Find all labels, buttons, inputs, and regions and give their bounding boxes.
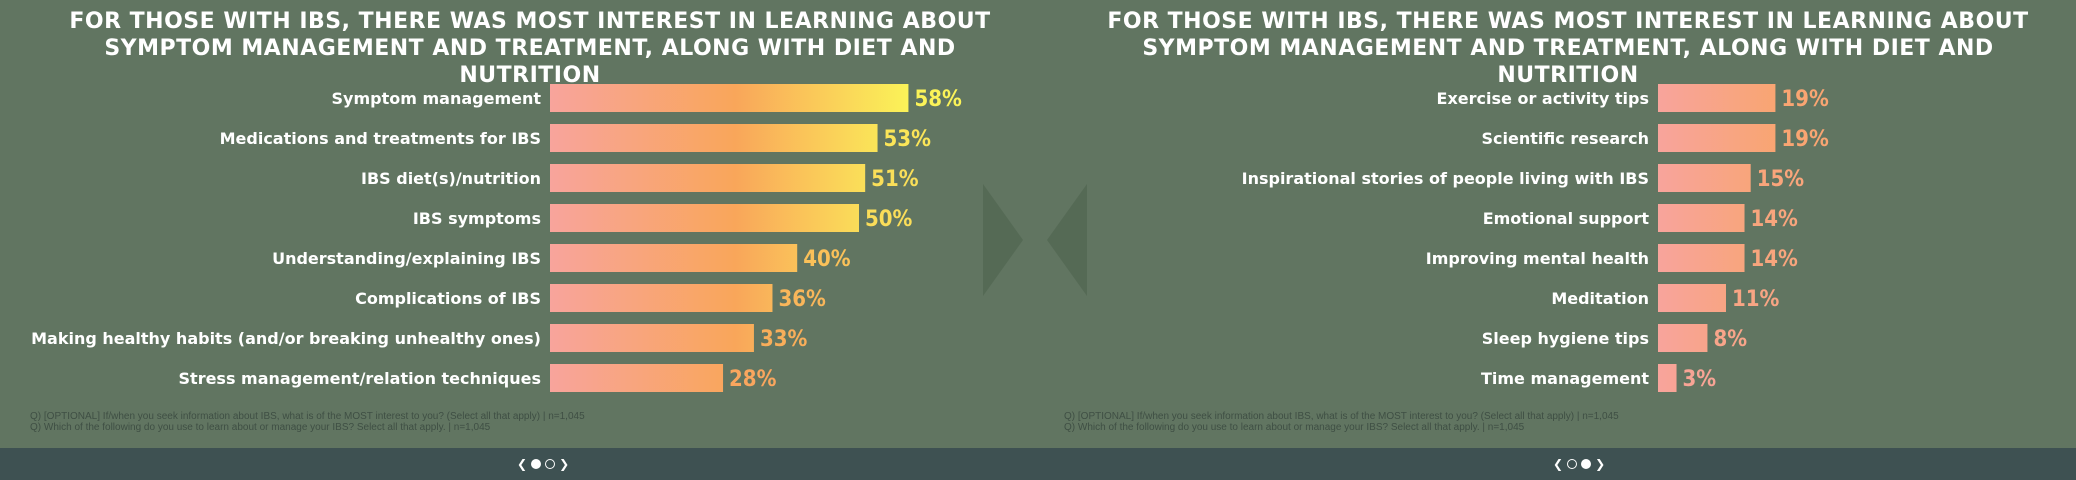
bar	[550, 364, 724, 392]
value-label: 50%	[865, 207, 913, 232]
category-label: Understanding/explaining IBS	[272, 249, 541, 268]
value-label: 58%	[914, 87, 962, 112]
value-label: 28%	[729, 367, 777, 392]
page-dot-2[interactable]	[1581, 459, 1592, 469]
footnote-line-2: Q) Which of the following do you use to …	[1064, 422, 1525, 433]
category-label: Symptom management	[332, 89, 542, 108]
footnote-line-1: Q) [OPTIONAL] If/when you seek informati…	[30, 411, 585, 422]
chevron-right-icon[interactable]: ❯	[559, 457, 570, 471]
value-label: 40%	[803, 247, 851, 272]
footnote-line-1: Q) [OPTIONAL] If/when you seek informati…	[1064, 411, 1619, 422]
chart-panel-left: For those with IBS, there was most inter…	[0, 0, 1038, 448]
category-label: IBS symptoms	[413, 209, 541, 228]
value-label: 36%	[778, 287, 826, 312]
value-label: 11%	[1732, 287, 1780, 312]
page-dot-1[interactable]	[1567, 459, 1578, 469]
footnote-line-2: Q) Which of the following do you use to …	[30, 422, 491, 433]
value-label: 3%	[1683, 367, 1717, 392]
category-label: Scientific research	[1482, 129, 1649, 148]
chart-panel-right: For those with IBS, there was most inter…	[1038, 0, 2076, 448]
bar	[550, 284, 773, 312]
value-label: 15%	[1757, 167, 1805, 192]
chart-footnote: Q) [OPTIONAL] If/when you seek informati…	[1064, 411, 1619, 433]
value-label: 19%	[1781, 87, 1829, 112]
value-label: 53%	[884, 127, 932, 152]
bottom-navigation-bar: ❮ ❯ ❮ ❯	[0, 448, 2076, 480]
bar	[1658, 284, 1726, 312]
bar	[1658, 164, 1751, 192]
panel-divider-arrows-icon	[983, 184, 1087, 296]
value-label: 14%	[1751, 207, 1799, 232]
category-label: Meditation	[1551, 289, 1649, 308]
category-label: Improving mental health	[1426, 249, 1649, 268]
bar	[1658, 324, 1708, 352]
bar	[550, 324, 754, 352]
chart-title: For those with IBS, there was most inter…	[1107, 9, 2029, 88]
value-label: 14%	[1751, 247, 1799, 272]
bar-chart-wellness-interests: Exercise or activity tips 19% Scientific r…	[1242, 84, 1829, 392]
bar	[1658, 204, 1745, 232]
category-label: Inspirational stories of people living w…	[1242, 169, 1649, 188]
category-label: IBS diet(s)/nutrition	[361, 169, 541, 188]
value-label: 19%	[1781, 127, 1829, 152]
bar	[1658, 124, 1776, 152]
pager-left: ❮ ❯	[517, 455, 569, 473]
bar-chart-symptom-interests: Symptom management 58% Medications and tre…	[31, 84, 962, 392]
category-label: Emotional support	[1483, 209, 1650, 228]
category-label: Complications of IBS	[355, 289, 541, 308]
bar	[1658, 364, 1677, 392]
bar	[550, 244, 798, 272]
bar	[1658, 84, 1776, 112]
bar	[550, 124, 878, 152]
pager-right: ❮ ❯	[1553, 455, 1605, 473]
page-dot-2[interactable]	[545, 459, 556, 469]
chevron-left-icon[interactable]: ❮	[1553, 457, 1564, 471]
category-label: Time management	[1481, 369, 1649, 388]
category-label: Medications and treatments for IBS	[220, 129, 541, 148]
category-label: Stress management/relation techniques	[179, 369, 541, 388]
chart-title: For those with IBS, there was most inter…	[69, 9, 991, 88]
category-label: Making healthy habits (and/or breaking u…	[31, 329, 541, 348]
page-dot-1[interactable]	[531, 459, 542, 469]
value-label: 51%	[871, 167, 919, 192]
chevron-left-icon[interactable]: ❮	[517, 457, 528, 471]
bar	[550, 84, 909, 112]
value-label: 33%	[760, 327, 808, 352]
bar	[1658, 244, 1745, 272]
value-label: 8%	[1713, 327, 1747, 352]
chart-footnote: Q) [OPTIONAL] If/when you seek informati…	[30, 411, 585, 433]
category-label: Sleep hygiene tips	[1482, 329, 1649, 348]
bar	[550, 204, 859, 232]
category-label: Exercise or activity tips	[1437, 89, 1649, 108]
chevron-right-icon[interactable]: ❯	[1595, 457, 1606, 471]
bar	[550, 164, 866, 192]
